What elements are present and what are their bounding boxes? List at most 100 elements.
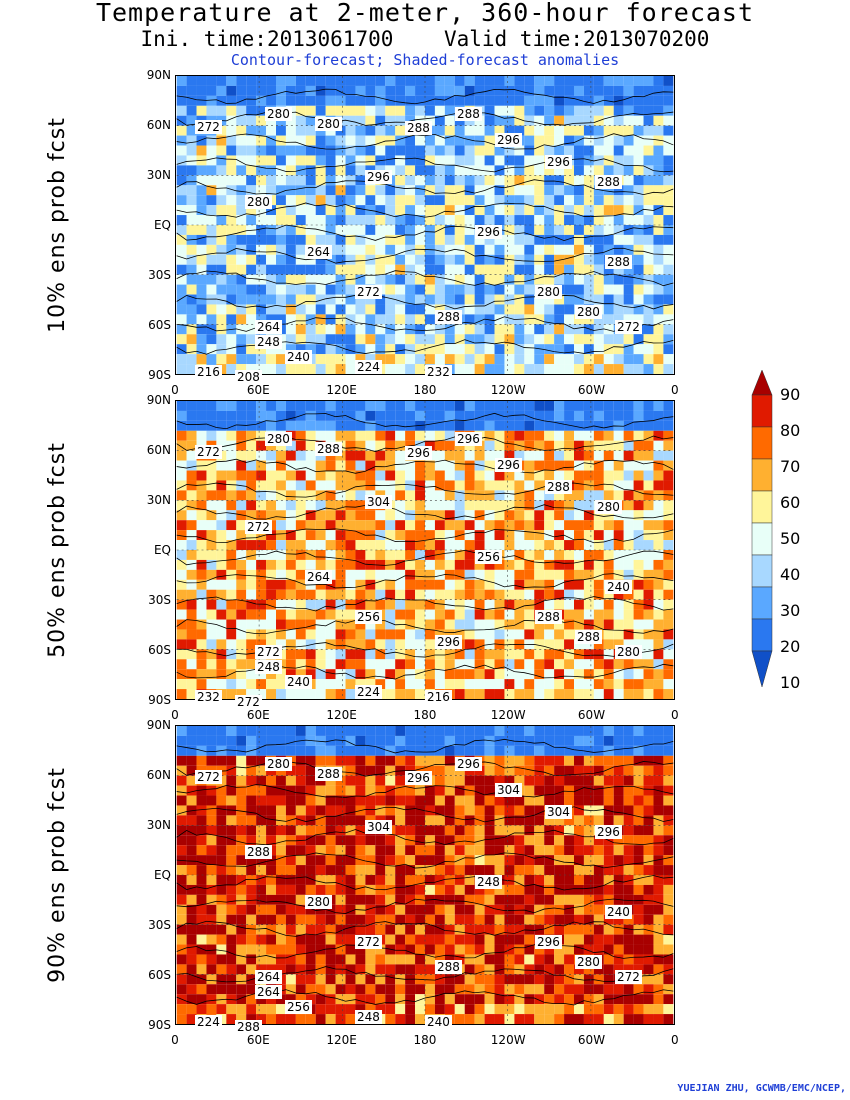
lon-tick-label: 120W: [490, 1033, 526, 1047]
lon-tick-label: 120E: [326, 708, 357, 722]
contour-label: 296: [545, 155, 572, 169]
contour-label: 216: [425, 690, 452, 704]
contour-label: 304: [495, 783, 522, 797]
contour-label: 296: [495, 458, 522, 472]
colorbar-tick-label: 60: [780, 493, 801, 512]
colorbar-tick-label: 10: [780, 673, 801, 692]
contour-label: 304: [545, 805, 572, 819]
lat-tick-label: 60N: [146, 443, 171, 457]
contour-line: [176, 829, 674, 846]
contour-label: 288: [535, 610, 562, 624]
chart-times: Ini. time:2013061700 Valid time:20130702…: [140, 27, 710, 51]
contour-label: 280: [265, 432, 292, 446]
contour-label: 280: [535, 285, 562, 299]
contour-label: 264: [305, 245, 332, 259]
contour-label: 232: [425, 365, 452, 379]
contour-label: 288: [315, 442, 342, 456]
lon-tick-label: 120E: [326, 1033, 357, 1047]
lat-tick-label: 90N: [146, 393, 171, 407]
contour-label: 296: [535, 935, 562, 949]
contour-label: 272: [615, 320, 642, 334]
colorbar-segment: [751, 586, 773, 620]
colorbar-tick-label: 50: [780, 529, 801, 548]
contour-label: 296: [455, 757, 482, 771]
contour-label: 240: [425, 1015, 452, 1029]
lon-tick-label: 0: [171, 383, 179, 397]
lon-tick-label: 60E: [246, 708, 270, 722]
contour-label: 280: [265, 107, 292, 121]
contour-label: 304: [365, 495, 392, 509]
colorbar-arrow-bottom: [751, 650, 773, 688]
panel-label: 10% ens prob fcst: [45, 117, 70, 333]
contour-line: [176, 247, 674, 264]
colorbar-scale: [751, 370, 773, 688]
contour-label: 272: [355, 285, 382, 299]
contour-label: 280: [615, 645, 642, 659]
lat-tick-label: 90N: [146, 718, 171, 732]
panel-label: 90% ens prob fcst: [45, 767, 70, 983]
lon-tick-label: 60W: [577, 383, 606, 397]
lon-tick-label: 180: [413, 383, 437, 397]
contour-label: 296: [405, 771, 432, 785]
contour-label: 224: [355, 360, 382, 374]
lat-tick-label: EQ: [153, 868, 171, 882]
contour-line: [176, 549, 674, 566]
contour-label: 288: [435, 960, 462, 974]
colorbar-tick-label: 20: [780, 637, 801, 656]
contour-line: [176, 179, 674, 196]
lon-tick-label: 120E: [326, 383, 357, 397]
colorbar-segment: [751, 394, 773, 428]
lon-tick-label: 60W: [577, 708, 606, 722]
contour-label: 296: [475, 225, 502, 239]
contour-line: [176, 784, 674, 798]
contour-label: 256: [355, 610, 382, 624]
contour-label: 280: [575, 955, 602, 969]
lat-tick-label: 90S: [148, 693, 171, 707]
contour-label: 296: [455, 432, 482, 446]
contour-label: 272: [195, 120, 222, 134]
contour-label: 272: [195, 445, 222, 459]
contour-label: 272: [255, 645, 282, 659]
chart-title: Temperature at 2-meter, 360-hour forecas…: [95, 0, 755, 27]
lat-tick-label: EQ: [153, 543, 171, 557]
contour-label: 208: [235, 370, 262, 384]
contour-label: 280: [265, 757, 292, 771]
contour-label: 272: [195, 770, 222, 784]
lat-tick-label: 30N: [146, 493, 171, 507]
contour-label: 256: [285, 1000, 312, 1014]
anomaly-map: [175, 75, 675, 375]
colorbar-segment: [751, 554, 773, 588]
lon-tick-label: 60W: [577, 1033, 606, 1047]
contour-label: 296: [405, 446, 432, 460]
contour-label: 288: [245, 845, 272, 859]
colorbar-segment: [751, 490, 773, 524]
panel-label: 50% ens prob fcst: [45, 442, 70, 658]
contour-line: [176, 111, 674, 126]
lat-tick-label: 60S: [148, 643, 171, 657]
colorbar-arrow-top: [751, 370, 773, 396]
contour-label: 248: [255, 660, 282, 674]
lat-tick-label: 90S: [148, 1018, 171, 1032]
lat-tick-label: 60S: [148, 318, 171, 332]
contour-label: 272: [235, 695, 262, 709]
lat-tick-label: 90N: [146, 68, 171, 82]
lon-tick-label: 0: [670, 383, 679, 397]
contour-label: 288: [545, 480, 572, 494]
contour-label: 304: [365, 820, 392, 834]
contour-label: 288: [605, 255, 632, 269]
colorbar-segment: [751, 618, 773, 652]
contour-label: 240: [285, 350, 312, 364]
lon-tick-label: 0: [670, 1033, 679, 1047]
lon-tick-label: 60E: [246, 1033, 270, 1047]
contour-label: 288: [235, 1020, 262, 1034]
contour-label: 280: [575, 305, 602, 319]
lat-tick-label: 60N: [146, 118, 171, 132]
contour-label: 288: [435, 310, 462, 324]
contour-label: 232: [195, 690, 222, 704]
lon-tick-label: 0: [171, 1033, 179, 1047]
contour-label: 256: [475, 550, 502, 564]
map-panel-50pct: 50% ens prob fcst 272 280 288 296 296 296 288 2…: [45, 393, 679, 722]
contour-label: 296: [435, 635, 462, 649]
colorbar-tick-label: 80: [780, 421, 801, 440]
lat-tick-label: 30S: [148, 918, 171, 932]
